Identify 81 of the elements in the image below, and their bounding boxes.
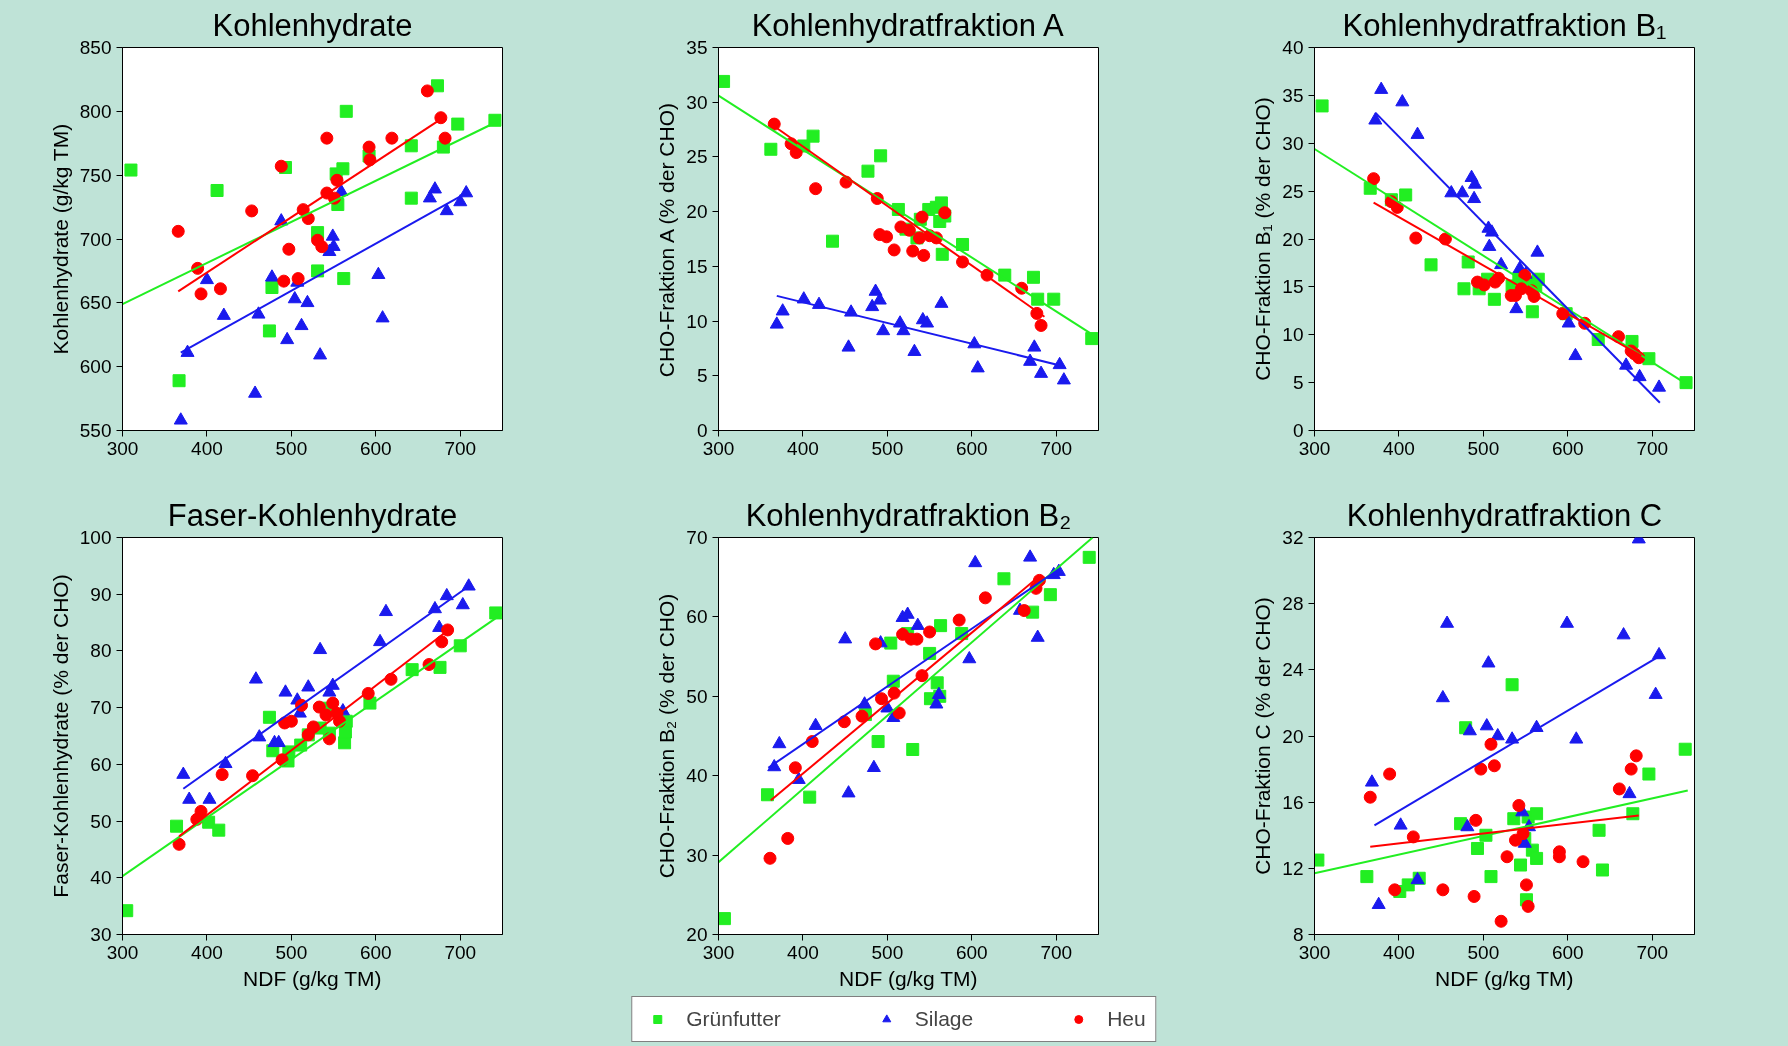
y-tick-label: 70 <box>686 527 708 548</box>
x-tick-label: 700 <box>1636 941 1669 963</box>
y-tick-label: 10 <box>686 310 708 332</box>
y-tick-label: 35 <box>1282 84 1304 106</box>
y-tick-label: 25 <box>1282 180 1304 202</box>
x-tick-label: 700 <box>1040 941 1073 963</box>
y-tick-label: 25 <box>686 146 708 168</box>
y-tick-label: 90 <box>90 583 112 605</box>
y-tick-label: 30 <box>686 844 708 866</box>
legend-label: Heu <box>1107 1007 1146 1031</box>
y-tick-label: 28 <box>1282 593 1304 615</box>
y-tick-label: 10 <box>1282 324 1304 346</box>
x-tick-label: 400 <box>787 941 819 963</box>
y-tick-label: 30 <box>686 91 708 113</box>
y-tick-label: 750 <box>79 164 112 186</box>
y-tick-label: 35 <box>686 37 708 58</box>
x-tick-label: 600 <box>359 941 392 963</box>
x-tick-label: 400 <box>1383 437 1415 459</box>
x-tick-label: 500 <box>871 437 904 459</box>
legend-label: Grünfutter <box>686 1007 781 1031</box>
y-tick-label: 20 <box>686 201 708 223</box>
chart-title: Kohlenhydratfraktion B₂ <box>745 497 1072 533</box>
y-tick-label: 40 <box>1282 37 1304 58</box>
chart-title: Kohlenhydratfraktion A <box>751 7 1064 43</box>
y-tick-label: 800 <box>79 100 112 122</box>
x-tick-label: 500 <box>1467 437 1500 459</box>
x-tick-label: 700 <box>444 941 477 963</box>
x-tick-label: 400 <box>787 437 819 459</box>
x-axis-title: NDF (g/kg TM) <box>1435 966 1574 990</box>
y-tick-label: 600 <box>79 356 112 378</box>
y-tick-label: 20 <box>1282 725 1304 747</box>
x-axis-title: NDF (g/kg TM) <box>839 966 978 990</box>
x-tick-label: 600 <box>1551 941 1584 963</box>
y-tick-label: 40 <box>90 867 112 889</box>
chart-title: Kohlenhydrate <box>212 7 413 43</box>
y-tick-label: 12 <box>1282 857 1304 879</box>
y-axis-title: CHO-Fraktion A (% der CHO) <box>655 103 679 378</box>
x-tick-label: 700 <box>444 437 477 459</box>
y-tick-label: 20 <box>1282 228 1304 250</box>
y-axis-title: Faser-Kohlenhydrate (% der CHO) <box>48 574 72 898</box>
y-axis-title: CHO-Fraktion B₁ (% der CHO) <box>1251 97 1275 381</box>
y-tick-label: 50 <box>686 685 708 707</box>
y-tick-label: 5 <box>1292 372 1304 394</box>
y-tick-label: 5 <box>696 365 708 387</box>
x-tick-label: 400 <box>191 941 223 963</box>
x-tick-label: 700 <box>1636 437 1669 459</box>
y-tick-label: 30 <box>1282 132 1304 154</box>
y-tick-label: 850 <box>79 37 112 58</box>
y-tick-label: 650 <box>79 292 112 314</box>
y-tick-label: 24 <box>1282 659 1304 681</box>
chart-title: Faser-Kohlenhydrate <box>167 497 458 533</box>
x-axis-title: NDF (g/kg TM) <box>243 966 382 990</box>
y-tick-label: 32 <box>1282 527 1304 548</box>
y-tick-label: 50 <box>90 810 112 832</box>
y-axis-title: CHO-Fraktion B₂ (% der CHO) <box>655 593 679 879</box>
y-tick-label: 70 <box>90 697 112 719</box>
y-tick-label: 15 <box>686 255 708 277</box>
y-axis-title: Kohlenhydrate (g/kg TM) <box>48 123 72 355</box>
y-tick-label: 60 <box>686 606 708 628</box>
y-tick-label: 40 <box>686 765 708 787</box>
x-tick-label: 600 <box>1551 437 1584 459</box>
y-tick-label: 15 <box>1282 276 1304 298</box>
x-tick-label: 600 <box>359 437 392 459</box>
y-tick-label: 16 <box>1282 791 1304 813</box>
chart-title: Kohlenhydratfraktion B₁ <box>1342 7 1667 43</box>
x-tick-label: 700 <box>1040 437 1073 459</box>
legend-label: Silage <box>914 1007 974 1031</box>
x-tick-label: 600 <box>955 437 988 459</box>
y-axis-title: CHO-Fraktion C (% der CHO) <box>1251 597 1275 875</box>
x-tick-label: 400 <box>1383 941 1415 963</box>
x-tick-label: 500 <box>1467 941 1500 963</box>
chart-title: Kohlenhydratfraktion C <box>1346 497 1663 533</box>
y-tick-label: 60 <box>90 753 112 775</box>
x-tick-label: 600 <box>955 941 988 963</box>
y-tick-label: 80 <box>90 640 112 662</box>
x-tick-label: 500 <box>275 941 308 963</box>
y-tick-label: 700 <box>79 228 112 250</box>
x-tick-label: 500 <box>275 437 308 459</box>
x-tick-label: 500 <box>871 941 904 963</box>
x-tick-label: 400 <box>191 437 223 459</box>
y-tick-label: 100 <box>79 527 112 548</box>
